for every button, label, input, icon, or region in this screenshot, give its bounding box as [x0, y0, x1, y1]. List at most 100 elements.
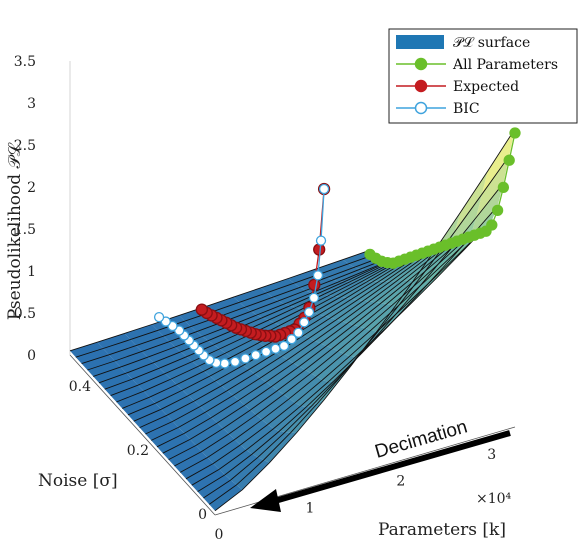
series-marker — [219, 358, 230, 369]
surface-patch — [256, 394, 290, 420]
surface-patch — [365, 304, 399, 331]
surface-patch — [207, 439, 241, 464]
surface-level-line — [93, 258, 394, 377]
surface-patch — [165, 361, 199, 380]
surface-patch — [217, 405, 251, 429]
surface-level-line — [145, 240, 446, 435]
surface-patch — [244, 386, 278, 411]
series-marker — [278, 340, 290, 352]
series-marker — [364, 248, 376, 261]
surface-patch — [213, 444, 247, 470]
surface-patch — [328, 281, 362, 297]
surface-patch — [120, 357, 154, 374]
legend-marker — [414, 57, 428, 71]
surface-patch — [324, 298, 358, 318]
surface-level-line — [185, 226, 487, 480]
legend-label: 𝒫ℒ surface — [453, 35, 530, 51]
series-marker — [303, 307, 315, 318]
surface-level-line — [69, 249, 371, 352]
surface-patch — [184, 417, 218, 440]
surface-patch — [287, 340, 321, 364]
surface-patch — [251, 300, 285, 316]
surface-patch — [347, 302, 381, 325]
series-marker — [503, 154, 515, 166]
surface-patch — [236, 460, 270, 490]
series-marker — [497, 181, 510, 194]
surface-patch — [317, 281, 351, 295]
series-marker — [318, 183, 330, 195]
surface-patch — [139, 415, 173, 434]
surface-patch — [104, 379, 138, 396]
surface-patch — [332, 326, 366, 352]
surface-patch — [291, 399, 325, 433]
surface-patch — [81, 354, 115, 370]
surface-patch — [272, 287, 306, 301]
surface-patch — [379, 262, 413, 282]
surface-patch — [260, 359, 294, 383]
surface-patch — [190, 423, 224, 446]
surface-patch — [375, 280, 409, 304]
surface-patch — [278, 290, 312, 305]
surface-patch — [250, 390, 284, 415]
surface-level-line — [208, 155, 510, 505]
surface-patch — [180, 457, 214, 479]
surface-patch — [330, 299, 364, 320]
legend: 𝒫ℒ surface All Parameters Expected BIC — [388, 28, 578, 124]
surface-patch — [116, 391, 150, 409]
surface-patch — [481, 128, 515, 195]
surface-patch — [425, 254, 459, 281]
surface-patch — [213, 332, 247, 349]
surface-patch — [227, 373, 261, 396]
series-marker — [491, 204, 504, 217]
z-tick-label: 3 — [27, 96, 36, 112]
surface-level-line — [179, 228, 481, 473]
surface-patch — [295, 380, 329, 406]
legend-marker — [414, 79, 428, 93]
surface-patch — [300, 380, 334, 407]
surface-mesh — [69, 128, 516, 512]
surface-patch — [281, 338, 315, 360]
surface-patch — [326, 324, 360, 349]
surface-level-line — [174, 230, 475, 467]
surface-patch — [87, 360, 121, 377]
surface-patch — [99, 373, 133, 390]
surface-patch — [392, 280, 426, 306]
surface-patch — [289, 376, 323, 403]
surface-patch — [316, 353, 350, 381]
surface-level-line — [156, 236, 458, 448]
surface-patch — [205, 395, 239, 418]
z-tick-label: 3.5 — [14, 54, 36, 70]
surface-patch — [221, 369, 255, 391]
surface-patch — [238, 382, 272, 406]
series-marker — [270, 343, 281, 354]
surface-patch — [245, 297, 279, 312]
surface-patch — [402, 258, 436, 281]
surface-patch — [224, 454, 258, 480]
series-marker — [509, 127, 521, 139]
surface-level-line — [191, 220, 493, 486]
surface-patch — [231, 342, 265, 362]
surface-patch — [191, 469, 225, 492]
surface-patch — [254, 356, 288, 378]
surface-patch — [338, 328, 372, 354]
surface-patch — [285, 402, 319, 433]
surface-patch — [114, 351, 148, 368]
decimation-arrowhead — [250, 489, 281, 512]
surface-patch — [369, 280, 403, 303]
legend-swatch-surface — [396, 35, 444, 49]
surface-level-line — [139, 242, 440, 429]
surface-patch — [166, 401, 200, 422]
surface-patch — [284, 292, 318, 306]
surface-patch — [373, 263, 407, 282]
series-marker — [153, 311, 165, 323]
surface-level-line — [75, 253, 376, 358]
surface-patch — [357, 281, 391, 301]
surface-patch — [215, 365, 249, 386]
surface-level-line — [151, 238, 452, 441]
surface-level-line — [197, 205, 498, 492]
surface-patch — [320, 323, 354, 346]
surface-patch — [233, 377, 267, 401]
surface-patch — [279, 405, 313, 433]
surface-patch — [126, 362, 160, 380]
